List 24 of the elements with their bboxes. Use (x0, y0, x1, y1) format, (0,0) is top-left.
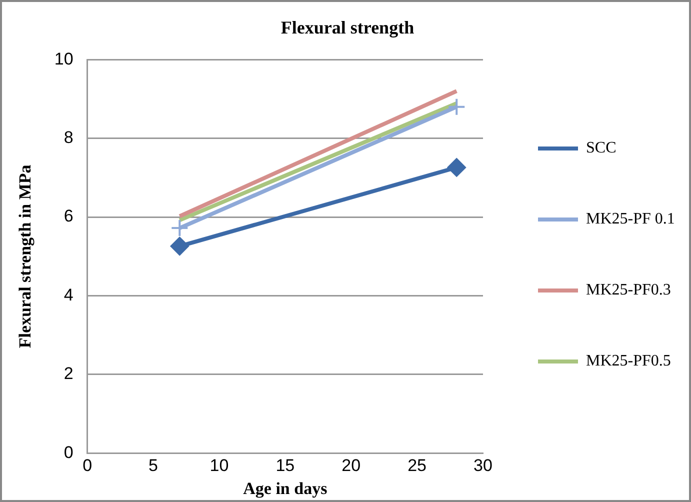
y-tick-label: 2 (64, 364, 74, 384)
y-tick-label: 8 (64, 128, 74, 148)
legend-label: MK25-PF0.5 (586, 352, 671, 370)
y-tick-label: 6 (64, 206, 74, 226)
y-tick-label: 4 (64, 285, 74, 304)
y-tick-label: 0 (64, 442, 74, 462)
x-tick-label: 15 (276, 456, 295, 476)
x-tick-label: 20 (342, 456, 361, 476)
x-axis-title: Age in days (243, 479, 328, 498)
x-tick-label: 30 (474, 456, 492, 476)
x-tick-label: 10 (210, 456, 229, 476)
point (448, 98, 466, 116)
chart-title: Flexural strength (280, 17, 414, 38)
y-axis-title: Flexural strength in MPa (16, 164, 35, 348)
legend-label: MK25-PF0.3 (586, 282, 671, 299)
legend-label: SCC (586, 140, 616, 157)
point (170, 236, 190, 256)
y-tick-label: 10 (54, 49, 74, 68)
x-tick-label: 25 (408, 456, 427, 476)
point (170, 219, 189, 238)
point (447, 158, 466, 177)
x-tick-label: 5 (148, 456, 158, 476)
legend-label: MK25-PF 0.1 (586, 210, 675, 228)
x-tick-label: 0 (82, 456, 92, 476)
